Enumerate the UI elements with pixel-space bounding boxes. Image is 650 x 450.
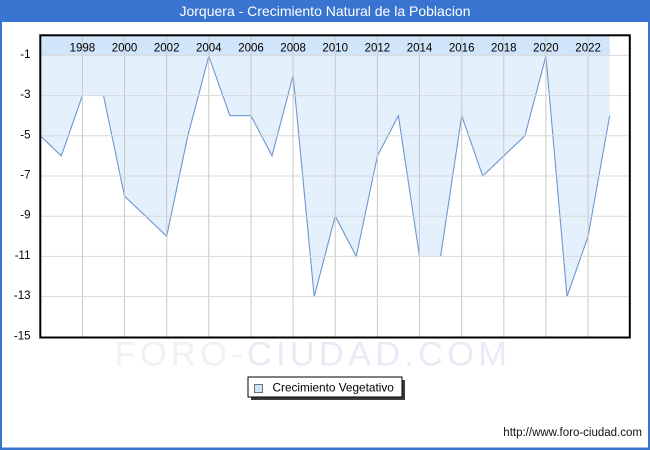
svg-text:2018: 2018 [491, 43, 517, 55]
svg-text:-13: -13 [14, 290, 31, 302]
svg-text:-3: -3 [20, 89, 30, 101]
svg-text:2012: 2012 [365, 43, 391, 55]
svg-text:http://www.foro-ciudad.com: http://www.foro-ciudad.com [503, 427, 642, 439]
svg-text:Jorquera - Crecimiento Natural: Jorquera - Crecimiento Natural de la Pob… [179, 3, 470, 19]
svg-text:2014: 2014 [407, 43, 433, 55]
svg-text:2016: 2016 [449, 43, 475, 55]
svg-text:-7: -7 [20, 170, 30, 182]
svg-text:2004: 2004 [196, 43, 222, 55]
svg-text:2002: 2002 [154, 43, 180, 55]
svg-text:2010: 2010 [322, 43, 348, 55]
svg-text:-1: -1 [20, 49, 30, 61]
svg-text:2008: 2008 [280, 43, 306, 55]
svg-text:-15: -15 [14, 330, 31, 342]
svg-text:2020: 2020 [533, 43, 559, 55]
svg-text:FORO-CIUDAD.COM: FORO-CIUDAD.COM [115, 336, 512, 374]
svg-text:-11: -11 [15, 250, 31, 262]
svg-text:-9: -9 [20, 210, 30, 222]
svg-text:2000: 2000 [112, 43, 138, 55]
svg-text:1998: 1998 [70, 43, 96, 55]
svg-text:2022: 2022 [575, 43, 601, 55]
svg-text:-5: -5 [20, 129, 30, 141]
svg-text:2006: 2006 [238, 43, 264, 55]
svg-text:Crecimiento Vegetativo: Crecimiento Vegetativo [273, 381, 395, 395]
